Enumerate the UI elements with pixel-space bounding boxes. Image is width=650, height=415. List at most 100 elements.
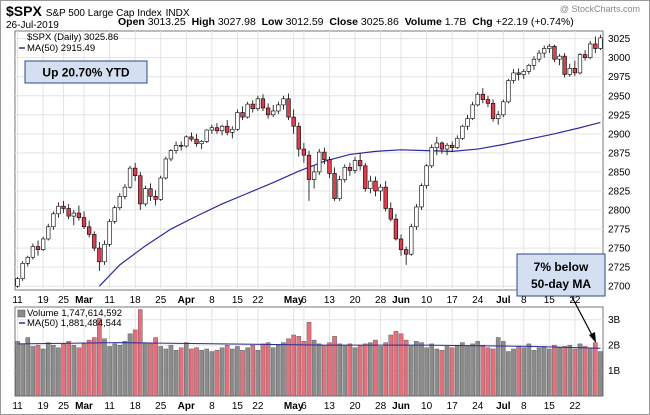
candle-body — [516, 72, 521, 75]
volume-bar — [526, 343, 532, 397]
candle-body — [184, 136, 189, 147]
x-tick-label: 11 — [104, 295, 115, 306]
volume-bar — [153, 337, 158, 397]
candle-body — [588, 43, 593, 58]
volume-x-tick-label: 15 — [232, 401, 244, 412]
candle-body — [383, 186, 388, 209]
volume-bar — [444, 346, 450, 397]
x-tick-label: 11 — [12, 295, 23, 306]
x-tick-label: 6 — [301, 295, 307, 306]
volume-bar — [408, 344, 414, 397]
chart-date: 26-Jul-2019 — [6, 20, 59, 31]
volume-bar — [230, 348, 235, 397]
volume-bar — [178, 347, 184, 397]
candle-body — [158, 177, 163, 200]
candle-body — [107, 221, 112, 245]
volume-bar — [183, 342, 189, 397]
volume-bar — [531, 350, 537, 397]
candle-body — [322, 151, 327, 161]
x-tick-label: 19 — [38, 295, 50, 306]
low-value: 3012.59 — [285, 16, 324, 28]
volume-bar — [572, 348, 578, 397]
candle-body — [71, 212, 76, 217]
candle-body — [317, 151, 322, 173]
volume-bar — [281, 342, 286, 397]
volume-bar — [76, 347, 82, 397]
candle-body — [199, 141, 204, 145]
volume-bar — [270, 347, 276, 397]
candle-body — [122, 186, 128, 197]
volume-x-tick-label: May — [284, 401, 304, 412]
volume-bar — [511, 348, 516, 397]
volume-bar — [112, 343, 118, 397]
volume-bar — [577, 343, 583, 397]
volume-bar — [368, 342, 373, 397]
candle-body — [332, 173, 337, 199]
candle-body — [250, 103, 255, 109]
candle-body — [567, 68, 572, 75]
candle-body — [271, 110, 276, 116]
volume-bar — [327, 342, 332, 397]
volume-bar — [127, 333, 133, 397]
price-tick-label: 2825 — [608, 186, 631, 197]
x-tick-label: 15 — [232, 295, 244, 306]
volume-bar — [547, 348, 552, 397]
below-ma-annotation-line2: 50-day MA — [531, 277, 591, 291]
volume-bar — [460, 342, 465, 397]
volume-bar — [414, 341, 419, 397]
price-tick-label: 2875 — [608, 148, 631, 159]
candle-body — [117, 196, 122, 209]
volume-bar — [158, 346, 164, 397]
below-ma-annotation-box — [516, 253, 606, 297]
volume-bar — [362, 343, 368, 397]
volume-bar — [567, 344, 573, 397]
volume-bar — [393, 330, 399, 397]
volume-bar — [122, 341, 128, 397]
volume-bar — [419, 342, 424, 397]
volume-x-tick-label: 24 — [472, 401, 484, 412]
volume-bar — [470, 343, 475, 397]
x-tick-label: 17 — [447, 295, 459, 306]
volume-x-tick-label: 22 — [569, 401, 581, 412]
volume-bar — [485, 347, 491, 397]
candle-body — [102, 243, 107, 263]
high-label: High — [191, 16, 215, 28]
volume-bar — [378, 346, 383, 397]
candle-body — [92, 234, 97, 249]
volume-bar — [582, 346, 588, 397]
candle-body — [148, 188, 153, 197]
candle-body — [225, 125, 230, 133]
candle-body — [490, 103, 496, 119]
volume-bar — [337, 343, 342, 397]
candle-body — [281, 98, 286, 106]
volume-bar — [117, 344, 123, 397]
volume-bar — [137, 309, 143, 397]
candle-body — [35, 246, 41, 250]
candle-body — [56, 205, 61, 215]
candle-body — [204, 129, 209, 142]
chart-header: $SPX S&P 500 Large Cap Index INDX 26-Jul… — [0, 0, 650, 34]
price-tick-label: 2900 — [608, 129, 631, 140]
candle-body — [173, 144, 179, 151]
candle-body — [485, 99, 491, 104]
exchange: INDX — [165, 8, 190, 19]
high-value: 3027.98 — [217, 16, 256, 28]
volume-bar — [490, 348, 496, 397]
candle-body — [531, 58, 537, 66]
candle-body — [260, 98, 266, 109]
candle-body — [429, 147, 434, 167]
candle-body — [414, 206, 419, 228]
volume-bar — [168, 344, 174, 397]
candle-body — [363, 165, 368, 189]
volume-bar — [265, 342, 271, 397]
candle-body — [368, 180, 373, 189]
volume-bar — [107, 346, 112, 397]
stockcharts-credit: @ StockCharts.com — [559, 4, 640, 14]
candle-body — [112, 207, 117, 222]
volume-bar — [398, 333, 404, 397]
candle-body — [357, 160, 363, 167]
candle-body — [419, 185, 424, 208]
volume-bar — [286, 338, 291, 397]
volume-x-tick-label: 11 — [12, 401, 23, 412]
volume-x-tick-label: 8 — [209, 401, 215, 412]
